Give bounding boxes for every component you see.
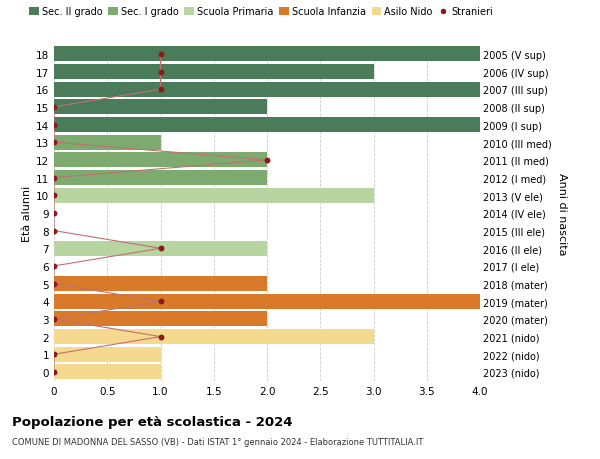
- Point: [49, 351, 59, 358]
- Point: [49, 174, 59, 182]
- Point: [49, 316, 59, 323]
- Bar: [54, 294, 480, 309]
- Point: [49, 280, 59, 288]
- Point: [49, 192, 59, 200]
- Point: [156, 333, 166, 341]
- Point: [49, 227, 59, 235]
- Legend: Sec. II grado, Sec. I grado, Scuola Primaria, Scuola Infanzia, Asilo Nido, Stran: Sec. II grado, Sec. I grado, Scuola Prim…: [29, 7, 493, 17]
- Bar: [54, 135, 161, 151]
- Bar: [54, 276, 267, 291]
- Point: [49, 122, 59, 129]
- Bar: [54, 83, 480, 97]
- Point: [156, 298, 166, 305]
- Bar: [54, 100, 267, 115]
- Point: [49, 263, 59, 270]
- Bar: [54, 47, 480, 62]
- Text: COMUNE DI MADONNA DEL SASSO (VB) - Dati ISTAT 1° gennaio 2024 - Elaborazione TUT: COMUNE DI MADONNA DEL SASSO (VB) - Dati …: [12, 437, 424, 446]
- Point: [49, 139, 59, 146]
- Bar: [54, 188, 373, 203]
- Point: [156, 245, 166, 252]
- Bar: [54, 241, 267, 256]
- Bar: [54, 153, 267, 168]
- Text: Popolazione per età scolastica - 2024: Popolazione per età scolastica - 2024: [12, 415, 293, 428]
- Point: [156, 86, 166, 94]
- Bar: [54, 118, 480, 133]
- Bar: [54, 312, 267, 327]
- Y-axis label: Anni di nascita: Anni di nascita: [557, 172, 567, 255]
- Bar: [54, 65, 373, 80]
- Bar: [54, 171, 267, 185]
- Bar: [54, 347, 161, 362]
- Point: [156, 51, 166, 58]
- Point: [49, 104, 59, 111]
- Y-axis label: Età alunni: Età alunni: [22, 185, 32, 241]
- Point: [49, 369, 59, 376]
- Bar: [54, 364, 161, 380]
- Bar: [54, 330, 373, 344]
- Point: [156, 69, 166, 76]
- Point: [262, 157, 272, 164]
- Point: [49, 210, 59, 217]
